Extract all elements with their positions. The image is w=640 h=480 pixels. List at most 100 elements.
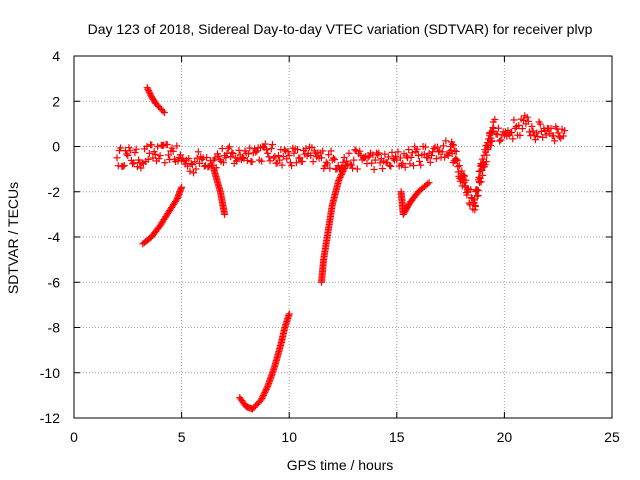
data-point [248, 158, 256, 166]
data-point [555, 133, 563, 141]
data-point [243, 156, 251, 164]
data-point [442, 137, 450, 145]
data-point [497, 136, 505, 144]
data-point [421, 143, 429, 151]
data-point [159, 107, 167, 115]
data-point [145, 87, 153, 95]
data-point [414, 152, 422, 160]
data-point [222, 154, 230, 162]
data-point [298, 157, 306, 165]
data-point [302, 145, 310, 153]
data-point [350, 156, 358, 164]
data-point [224, 144, 232, 152]
data-point [338, 169, 346, 177]
data-point [376, 159, 384, 167]
data-point [259, 391, 267, 399]
data-point [439, 142, 447, 150]
data-point [143, 142, 151, 150]
data-point [146, 90, 154, 98]
data-point [198, 155, 206, 163]
data-point [239, 154, 247, 162]
data-point [527, 132, 535, 140]
data-point [509, 135, 517, 143]
data-point [335, 176, 343, 184]
data-point [399, 159, 407, 167]
data-point [294, 146, 302, 154]
data-point [407, 153, 415, 161]
data-point [335, 175, 343, 183]
data-points [113, 84, 569, 413]
data-point [393, 156, 401, 164]
x-tick-label: 20 [497, 429, 513, 445]
data-point [539, 133, 547, 141]
data-point [276, 156, 284, 164]
data-point [117, 144, 125, 152]
data-point [209, 161, 217, 169]
data-point [523, 113, 531, 121]
data-point [285, 310, 293, 318]
data-point [284, 148, 292, 156]
data-point [156, 152, 164, 160]
data-point [288, 162, 296, 170]
data-point [286, 159, 294, 167]
data-point [396, 154, 404, 162]
data-point [487, 129, 495, 137]
y-tick-label: -4 [48, 229, 61, 245]
data-point [278, 161, 286, 169]
data-point [392, 152, 400, 160]
data-point [261, 140, 269, 148]
data-point [559, 132, 567, 140]
data-point [561, 127, 569, 135]
data-point [211, 154, 219, 162]
data-point [364, 153, 372, 161]
x-axis-label: GPS time / hours [287, 457, 394, 473]
x-tick-label: 5 [178, 429, 186, 445]
data-point [353, 165, 361, 173]
data-point [296, 154, 304, 162]
y-tick-label: 4 [52, 48, 60, 64]
data-point [191, 158, 199, 166]
data-point [123, 150, 131, 158]
data-point [516, 131, 524, 139]
data-point [515, 121, 523, 129]
data-point [361, 154, 369, 162]
data-point [187, 159, 195, 167]
data-point [168, 144, 176, 152]
data-point [536, 120, 544, 128]
data-point [405, 146, 413, 154]
data-point [345, 149, 353, 157]
y-tick-label: -10 [40, 365, 60, 381]
data-point [235, 146, 243, 154]
data-point [204, 163, 212, 171]
data-point [343, 157, 351, 165]
data-point [474, 187, 482, 195]
data-point [193, 154, 201, 162]
data-point [384, 153, 392, 161]
data-point [374, 151, 382, 159]
data-point [368, 159, 376, 167]
data-point [262, 387, 270, 395]
data-point [410, 162, 418, 170]
data-point [137, 164, 145, 172]
data-point [386, 161, 394, 169]
data-point [547, 124, 555, 132]
data-point [375, 149, 383, 157]
data-point [451, 147, 459, 155]
data-point [378, 165, 386, 173]
data-point [326, 164, 334, 172]
data-point [258, 157, 266, 165]
data-point [285, 152, 293, 160]
data-point [455, 162, 463, 170]
data-point [349, 164, 357, 172]
data-point [471, 202, 479, 210]
data-point [487, 142, 495, 150]
data-point [190, 169, 198, 177]
data-point [265, 153, 273, 161]
data-point [264, 149, 272, 157]
data-point [460, 171, 468, 179]
data-point [452, 147, 460, 155]
data-point [510, 116, 518, 124]
data-point [413, 145, 421, 153]
